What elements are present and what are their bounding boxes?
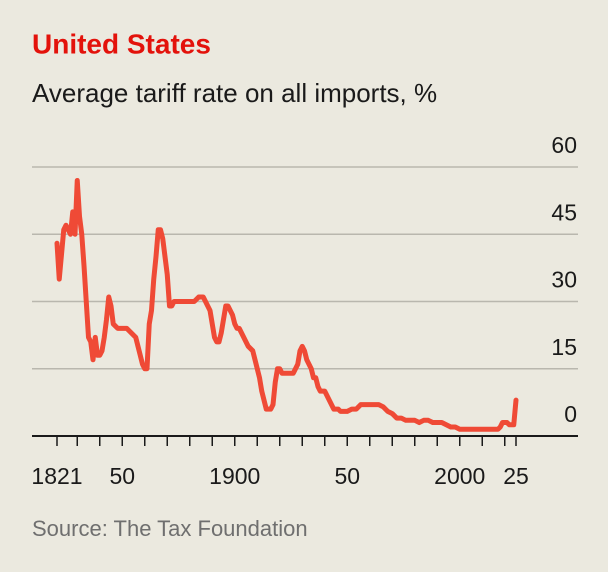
chart-title: United States: [32, 28, 211, 59]
x-tick-label: 50: [334, 463, 360, 489]
x-tick-label: 50: [109, 463, 135, 489]
y-tick-label: 15: [551, 334, 577, 360]
source: Source: The Tax Foundation: [32, 516, 308, 541]
y-tick-label: 0: [564, 401, 577, 427]
x-tick-label: 25: [503, 463, 529, 489]
chart-subtitle: Average tariff rate on all imports, %: [32, 78, 437, 108]
y-tick-label: 30: [551, 267, 577, 293]
y-tick-label: 45: [551, 199, 577, 225]
x-tick-label: 1900: [209, 463, 260, 489]
x-tick-label: 2000: [434, 463, 485, 489]
x-tick-label: 1821: [31, 463, 82, 489]
data-line: [54, 177, 519, 432]
y-tick-label: 60: [551, 132, 577, 158]
